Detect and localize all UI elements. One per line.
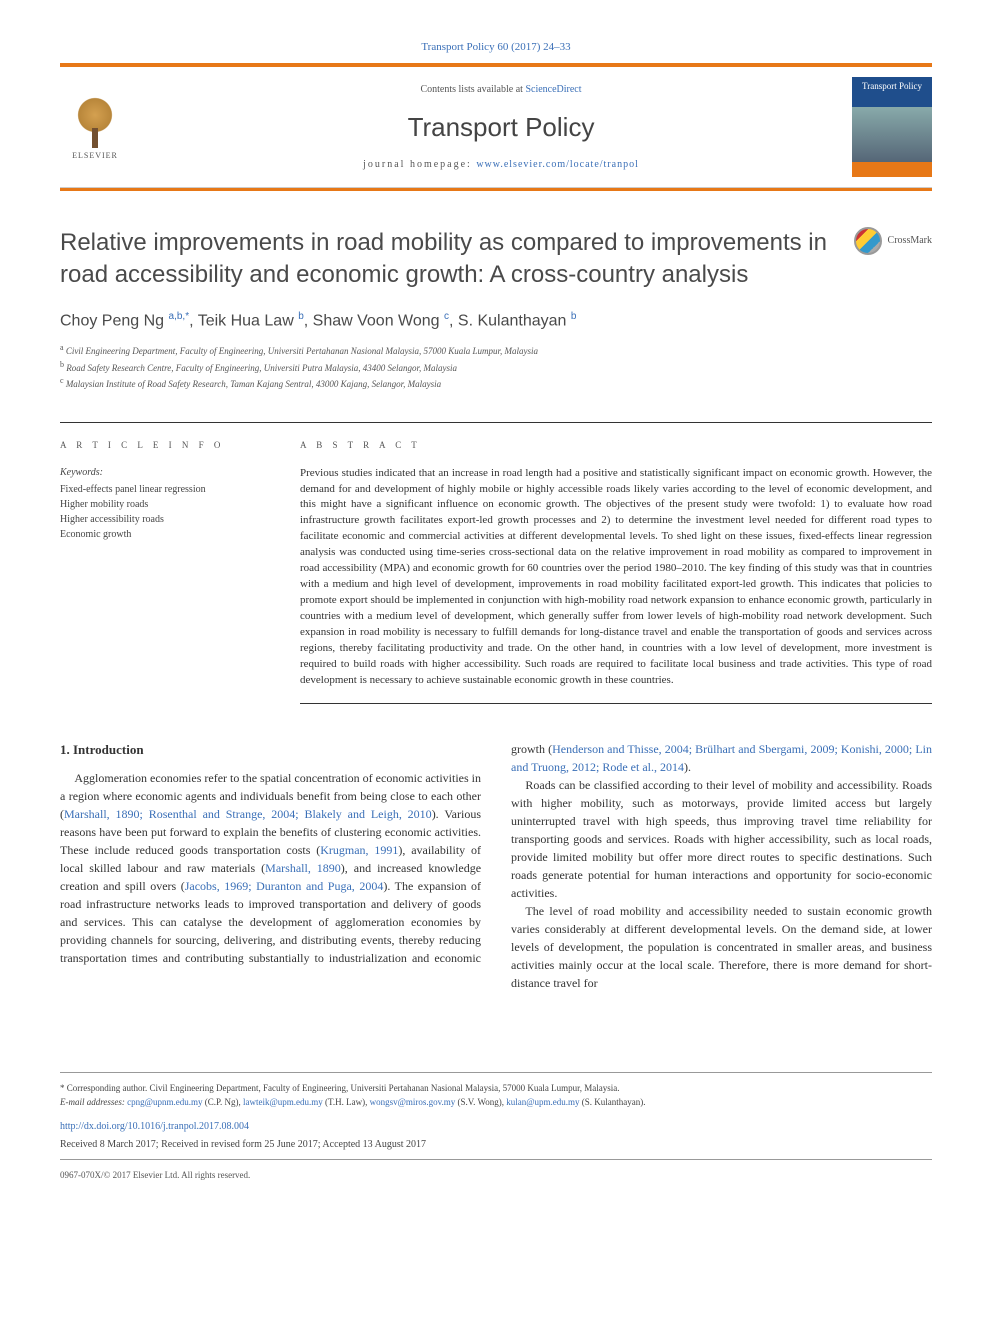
crossmark-icon: [854, 227, 882, 255]
article-info-label: A R T I C L E I N F O: [60, 439, 260, 452]
info-abstract-row: A R T I C L E I N F O Keywords: Fixed-ef…: [60, 422, 932, 704]
authors: Choy Peng Ng a,b,*, Teik Hua Law b, Shaw…: [60, 310, 932, 333]
homepage-link[interactable]: www.elsevier.com/locate/tranpol: [476, 159, 639, 170]
elsevier-tree-icon: [70, 93, 120, 148]
crossmark[interactable]: CrossMark: [854, 227, 932, 255]
cover-accent-bar: [852, 162, 932, 177]
homepage-prefix: journal homepage:: [363, 159, 476, 170]
body-columns: 1. Introduction Agglomeration economies …: [60, 740, 932, 992]
abstract-label: A B S T R A C T: [300, 439, 932, 452]
email-link[interactable]: kulan@upm.edu.my: [506, 1097, 579, 1107]
homepage-line: journal homepage: www.elsevier.com/locat…: [150, 158, 852, 172]
body-p3: The level of road mobility and accessibi…: [511, 902, 932, 992]
footnotes: * Corresponding author. Civil Engineerin…: [60, 1072, 932, 1183]
elsevier-label: ELSEVIER: [72, 150, 118, 161]
header-center: Contents lists available at ScienceDirec…: [150, 83, 852, 171]
abstract-text: Previous studies indicated that an incre…: [300, 466, 932, 689]
ref-link[interactable]: Marshall, 1890: [265, 861, 341, 875]
article-title: Relative improvements in road mobility a…: [60, 227, 834, 289]
ref-link[interactable]: Krugman, 1991: [320, 843, 398, 857]
affiliations: a Civil Engineering Department, Faculty …: [60, 342, 932, 392]
email-link[interactable]: wongsv@miros.gov.my: [370, 1097, 456, 1107]
contents-prefix: Contents lists available at: [420, 84, 525, 95]
journal-header: ELSEVIER Contents lists available at Sci…: [60, 63, 932, 188]
page: Transport Policy 60 (2017) 24–33 ELSEVIE…: [0, 0, 992, 1213]
doi-line: http://dx.doi.org/10.1016/j.tranpol.2017…: [60, 1119, 932, 1135]
sciencedirect-link[interactable]: ScienceDirect: [525, 84, 581, 95]
email-link[interactable]: cpng@upnm.edu.my: [127, 1097, 202, 1107]
p1-text: ).: [684, 760, 691, 774]
copyright: 0967-070X/© 2017 Elsevier Ltd. All right…: [60, 1168, 932, 1182]
cover-image: [852, 107, 932, 162]
cover-title: Transport Policy: [852, 77, 932, 107]
corresponding-author: * Corresponding author. Civil Engineerin…: [60, 1081, 932, 1095]
ref-link[interactable]: Marshall, 1890; Rosenthal and Strange, 2…: [64, 807, 432, 821]
doi-link[interactable]: http://dx.doi.org/10.1016/j.tranpol.2017…: [60, 1121, 249, 1132]
email-line: E-mail addresses: cpng@upnm.edu.my (C.P.…: [60, 1095, 932, 1109]
body-section: 1. Introduction Agglomeration economies …: [60, 740, 932, 992]
keywords-list: Fixed-effects panel linear regressionHig…: [60, 482, 260, 542]
orange-rule: [60, 188, 932, 191]
article-history: Received 8 March 2017; Received in revis…: [60, 1137, 932, 1160]
crossmark-label: CrossMark: [888, 234, 932, 248]
article-info: A R T I C L E I N F O Keywords: Fixed-ef…: [60, 422, 260, 704]
body-p2: Roads can be classified according to the…: [511, 776, 932, 902]
elsevier-logo: ELSEVIER: [60, 87, 130, 167]
keywords-label: Keywords:: [60, 466, 260, 480]
contents-line: Contents lists available at ScienceDirec…: [150, 83, 852, 97]
journal-name: Transport Policy: [150, 109, 852, 145]
title-block: Relative improvements in road mobility a…: [60, 227, 932, 289]
emails-label: E-mail addresses:: [60, 1097, 127, 1107]
section-1-heading: 1. Introduction: [60, 740, 481, 760]
journal-cover: Transport Policy: [852, 77, 932, 177]
ref-link[interactable]: Henderson and Thisse, 2004; Brülhart and…: [511, 742, 932, 774]
citation-line: Transport Policy 60 (2017) 24–33: [60, 40, 932, 55]
ref-link[interactable]: Jacobs, 1969; Duranton and Puga, 2004: [185, 879, 384, 893]
email-link[interactable]: lawteik@upm.edu.my: [243, 1097, 323, 1107]
abstract-rule: [300, 703, 932, 704]
abstract: A B S T R A C T Previous studies indicat…: [300, 439, 932, 704]
